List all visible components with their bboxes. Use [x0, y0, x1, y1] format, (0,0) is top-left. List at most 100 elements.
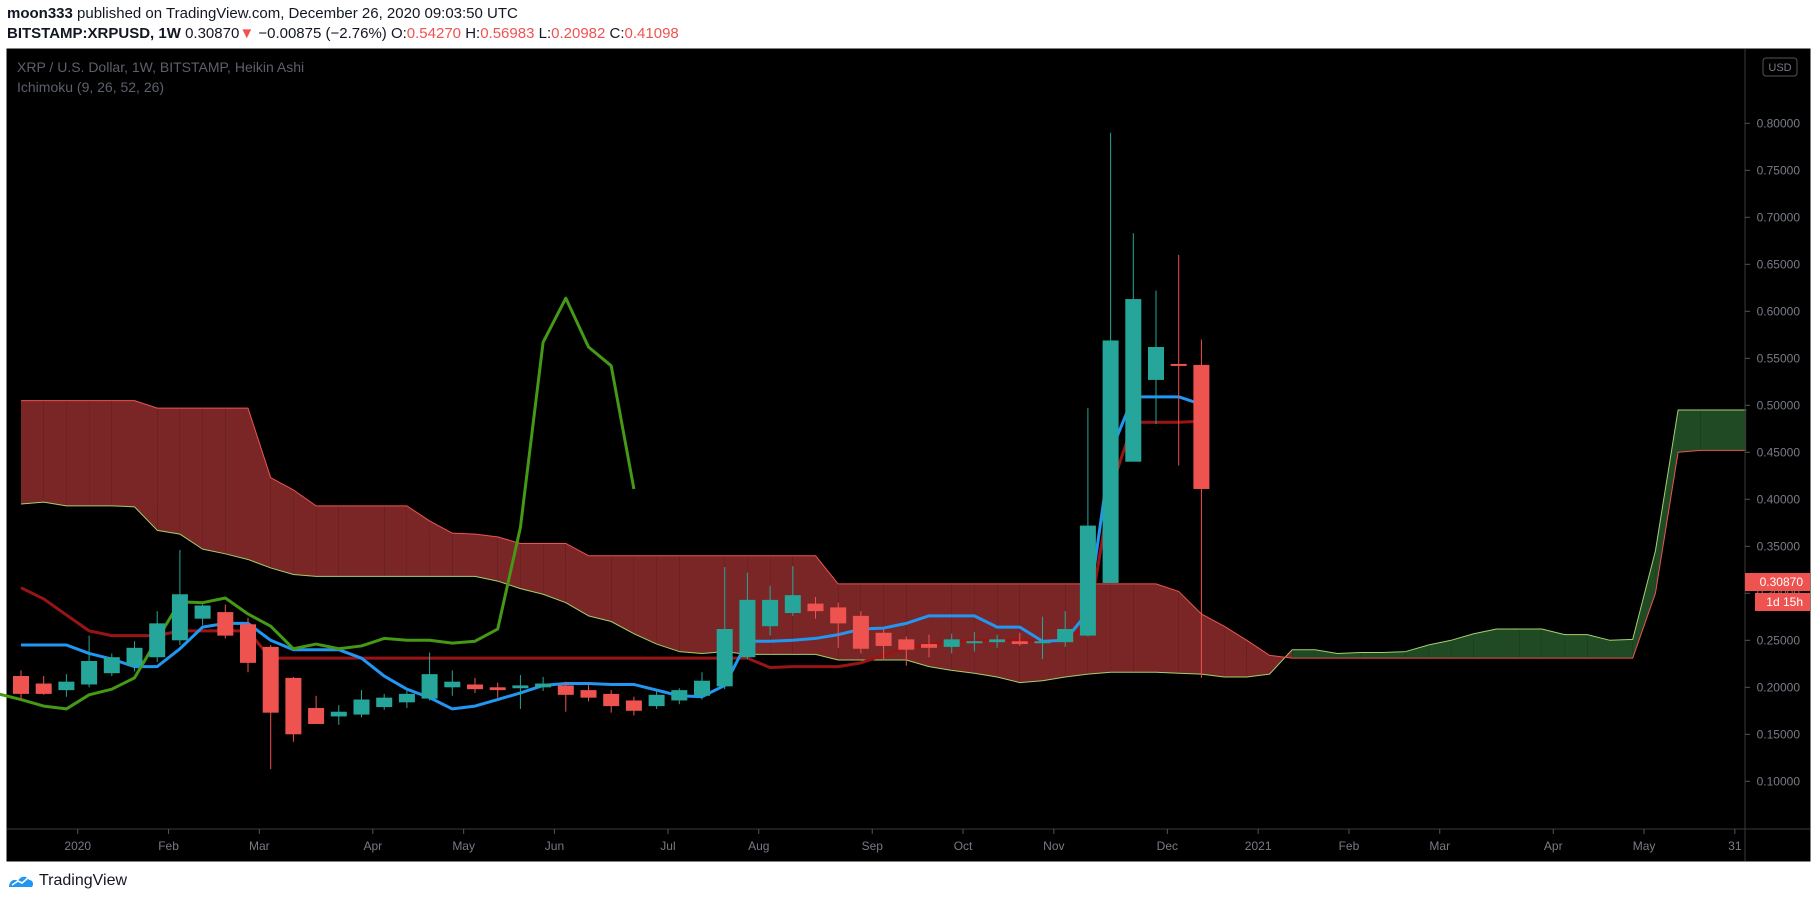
cloud-segment — [1224, 626, 1247, 677]
candle-body — [149, 623, 166, 658]
cloud-segment — [429, 520, 453, 577]
cloud-segment — [1337, 652, 1361, 659]
cloud-segment — [1314, 649, 1338, 659]
candle-body — [1102, 340, 1119, 583]
footer-brand[interactable]: TradingView — [7, 869, 127, 893]
time-tick-label: May — [452, 839, 475, 853]
price-tick-label: 0.10000 — [1757, 774, 1801, 788]
cloud-segment — [1292, 649, 1315, 659]
candle-body — [1125, 299, 1142, 462]
candle-body — [1148, 347, 1164, 380]
cloud-segment — [1564, 634, 1588, 659]
cloud-segment — [66, 400, 90, 506]
candle-body — [35, 683, 52, 694]
footer-brand-name: TradingView — [39, 872, 128, 889]
last-price: 0.30870 — [185, 25, 240, 42]
low-value: 0.20982 — [551, 25, 606, 42]
time-tick-label: Mar — [1429, 839, 1450, 853]
time-tick-label: 2021 — [1245, 839, 1272, 853]
cloud-segment — [293, 489, 317, 577]
time-tick-label: Apr — [364, 839, 383, 853]
cloud-segment — [1632, 551, 1656, 659]
cloud-segment — [679, 555, 702, 654]
time-tick-label: Feb — [158, 839, 179, 853]
candle-body — [625, 700, 642, 711]
cloud-segment — [1110, 583, 1134, 673]
candle-body — [103, 657, 120, 674]
cloud-segment — [475, 534, 498, 582]
candle-body — [376, 697, 393, 708]
candle-body — [852, 615, 869, 649]
candle-body — [353, 699, 370, 715]
candle-body — [171, 594, 188, 641]
price-tick-label: 0.40000 — [1757, 492, 1801, 506]
time-tick-label: Dec — [1157, 839, 1178, 853]
cloud-segment — [656, 555, 680, 652]
high-value: 0.56983 — [480, 25, 535, 42]
candle-body — [1170, 363, 1187, 366]
leading-span-b-line — [21, 400, 1747, 659]
lagging-span-line — [0, 296, 636, 711]
price-change: −0.00875 (−2.76%) — [258, 25, 387, 42]
price-tick-label: 0.80000 — [1757, 116, 1801, 130]
cloud-segment — [1496, 629, 1520, 659]
cloud-segment — [1541, 629, 1565, 659]
cloud-segment — [1201, 613, 1225, 677]
time-tick-label: 31 — [1728, 839, 1742, 853]
cloud-segment — [929, 583, 952, 671]
cloud-segment — [1723, 410, 1747, 451]
cloud-segment — [1246, 640, 1270, 677]
candle-body — [489, 687, 506, 691]
cloud-segment — [633, 555, 657, 645]
cloud-segment — [997, 583, 1020, 683]
cloud-segment — [1451, 633, 1474, 659]
price-tick-label: 0.50000 — [1757, 398, 1801, 412]
publish-info: moon333 published on TradingView.com, De… — [7, 5, 518, 22]
cloud-segment — [1042, 583, 1066, 681]
cloud-segment — [1655, 410, 1679, 594]
candle-body — [671, 690, 688, 701]
last-price-marker: 0.30870 1d 15h — [1745, 573, 1810, 611]
cloud-segment — [270, 477, 294, 575]
cloud-segment — [21, 400, 44, 504]
bar-countdown-label: 1d 15h — [1766, 595, 1803, 609]
price-tick-label: 0.70000 — [1757, 210, 1801, 224]
candle-body — [194, 605, 211, 619]
time-tick-label: Jul — [660, 839, 675, 853]
cloud-segment — [157, 408, 180, 535]
time-tick-label: Feb — [1339, 839, 1360, 853]
close-label: C: — [609, 25, 625, 42]
candle-body — [217, 612, 234, 636]
candle-body — [898, 639, 915, 650]
cloud-segment — [338, 505, 362, 577]
candle-body — [1057, 629, 1074, 643]
candle-body — [444, 681, 461, 688]
candle-body — [308, 707, 325, 724]
candle-body — [921, 644, 937, 648]
cloud-segment — [1156, 583, 1179, 674]
price-tick-label: 0.55000 — [1757, 351, 1801, 365]
candle-body — [398, 693, 415, 703]
cloud-segment — [815, 555, 839, 661]
cloud-segment — [202, 408, 226, 554]
leading-span-a-line — [20, 409, 1747, 684]
price-tick-label: 0.45000 — [1757, 445, 1801, 459]
cloud-segment — [588, 555, 612, 622]
cloud-segment — [1473, 629, 1497, 659]
cloud-segment — [1428, 640, 1452, 659]
candle-body — [126, 647, 143, 666]
candle-body — [603, 693, 620, 707]
currency-badge[interactable] — [1762, 57, 1798, 77]
symbol-info-bar: BITSTAMP:XRPUSD, 1W 0.30870▼ −0.00875 (−… — [7, 25, 679, 42]
time-tick-label: Oct — [954, 839, 973, 853]
candle-body — [1193, 364, 1210, 489]
symbol-name: BITSTAMP:XRPUSD, 1W — [7, 25, 181, 42]
candle-body — [716, 629, 733, 687]
indicator-legend[interactable]: Ichimoku (9, 26, 52, 26) — [17, 79, 164, 95]
candle-body — [989, 639, 1006, 643]
candle-body — [762, 599, 779, 627]
cloud-segment — [452, 533, 475, 577]
candle-body — [807, 603, 824, 612]
price-tick-label: 0.60000 — [1757, 304, 1801, 318]
